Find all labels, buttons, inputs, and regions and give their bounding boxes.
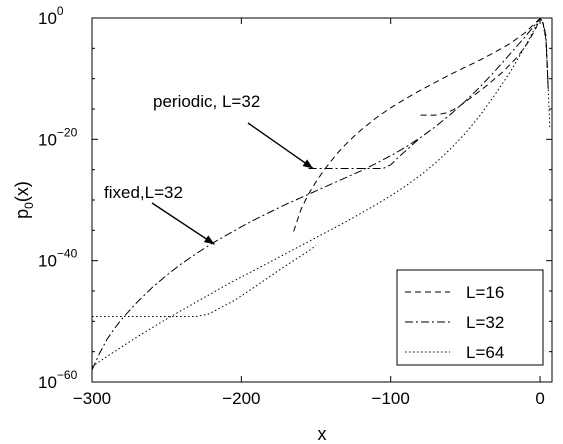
- x-tick-label: 0: [535, 389, 544, 408]
- x-tick-label: −200: [222, 389, 260, 408]
- x-axis-label: x: [318, 424, 327, 444]
- series-line-l-64-seg-0: [92, 18, 551, 368]
- y-axis-label-base: p: [12, 209, 32, 219]
- y-tick-label: 100: [38, 4, 64, 28]
- legend-label-l-32: L=32: [466, 313, 504, 332]
- y-axis-label-tail: (x): [12, 181, 32, 202]
- y-tick-label: 10−60: [38, 368, 78, 392]
- annotation-label: fixed,L=32: [104, 183, 183, 202]
- legend-label-l-64: L=64: [466, 343, 504, 362]
- series-line-l-32-seg-0: [92, 18, 549, 371]
- series-line-l-64-seg-1: [92, 245, 317, 317]
- annotation-arrow-line: [151, 202, 215, 245]
- annotation-arrowhead: [302, 159, 313, 169]
- annotation-arrowhead: [203, 235, 215, 245]
- legend: L=16 L=32 L=64: [396, 269, 544, 366]
- svg-text:p0(x): p0(x): [12, 181, 36, 219]
- series-line-l-16-seg-0: [293, 18, 549, 232]
- annotation-label: periodic, L=32: [153, 92, 260, 111]
- legend-label-l-16: L=16: [466, 283, 504, 302]
- y-tick-label: 10−40: [38, 247, 78, 271]
- legend-box: [396, 269, 544, 366]
- y-axis-label-sub: 0: [22, 202, 36, 209]
- annotation-arrow-line: [247, 122, 314, 170]
- y-tick-label: 10−20: [38, 125, 78, 149]
- x-tick-label: −100: [372, 389, 410, 408]
- x-tick-label: −300: [73, 389, 111, 408]
- y-axis-label: p0(x): [12, 181, 36, 219]
- series-line-l-16-seg-1: [420, 18, 541, 116]
- series-line-l-32-seg-1: [308, 137, 421, 169]
